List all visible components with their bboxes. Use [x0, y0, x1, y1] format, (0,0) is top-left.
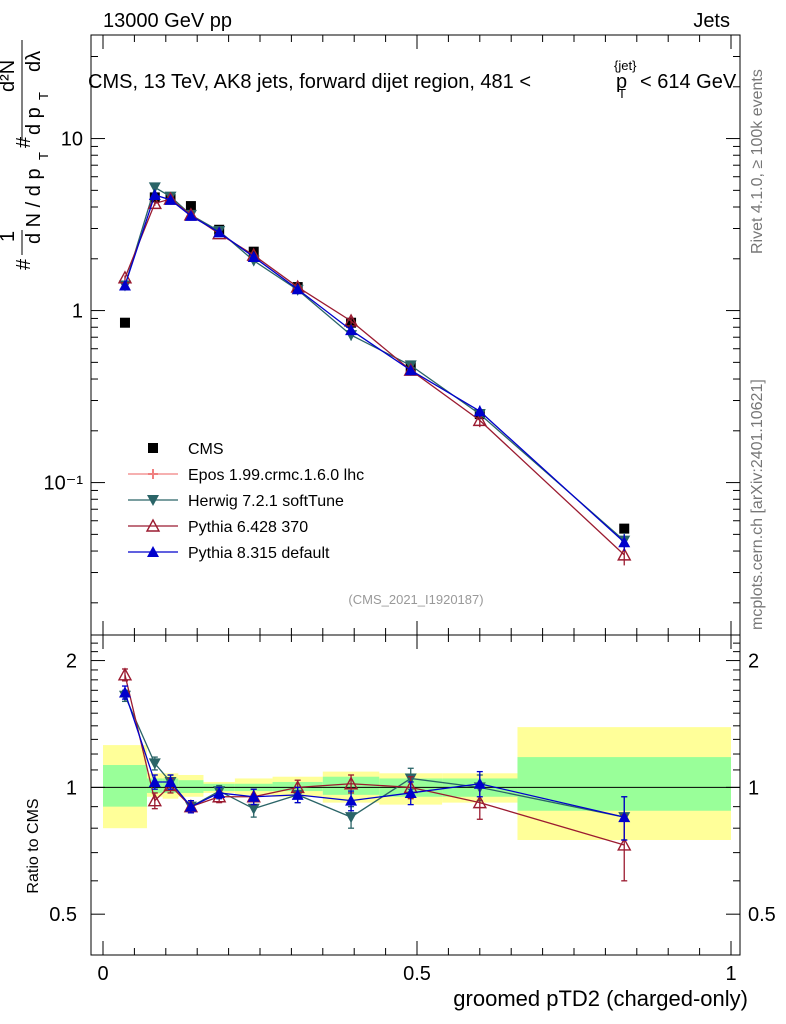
- title-pt-sub: T: [618, 86, 626, 101]
- y-main-tick-label: 10⁻¹: [44, 473, 84, 495]
- data-series: [117, 182, 632, 882]
- band-inner: [103, 765, 147, 807]
- point-ratio: [184, 800, 197, 812]
- point-ratio: [345, 794, 358, 806]
- svg-text:d²N: d²N: [0, 60, 19, 92]
- point-ratio: [291, 788, 304, 800]
- point-ratio: [343, 776, 359, 790]
- point-main: [345, 324, 358, 336]
- y-axis-label-ratio: Ratio to CMS: [25, 798, 42, 893]
- legend-entry-pythia-8-315-default: Pythia 8.315 default: [128, 545, 330, 562]
- y-ratio-tick-label-right: 2: [748, 651, 759, 673]
- point-main: [617, 547, 632, 561]
- point-ratio: [164, 775, 177, 787]
- legend-marker: [148, 443, 158, 453]
- title-pt-sup: {jet}: [614, 58, 637, 73]
- point-ratio: [345, 812, 358, 824]
- series-pythia-8-315-default: [118, 188, 631, 841]
- side-rivet-label: Rivet 4.1.0, ≥ 100k events: [749, 69, 766, 254]
- point-ratio: [247, 790, 260, 802]
- svg-text:#: #: [13, 258, 35, 270]
- legend-label: Herwig 7.2.1 softTune: [188, 493, 344, 510]
- legend-label: CMS: [188, 441, 224, 458]
- legend-marker: [148, 469, 158, 479]
- point-main: [404, 364, 417, 376]
- point-ratio: [473, 777, 486, 789]
- y-ratio-tick-label-right: 0.5: [748, 904, 776, 926]
- point-main: [148, 182, 161, 194]
- x-tick-label: 0: [97, 963, 108, 985]
- legend-label: Epos 1.99.crmc.1.6.0 lhc: [188, 467, 364, 484]
- legend-entry-cms: CMS: [148, 441, 224, 458]
- point-ratio: [404, 786, 417, 798]
- legend-entry-herwig-7-2-1-softtune: Herwig 7.2.1 softTune: [128, 493, 344, 510]
- plot-title: CMS, 13 TeV, AK8 jets, forward dijet reg…: [88, 58, 737, 101]
- svg-text:d p: d p: [23, 107, 45, 135]
- point-ratio: [148, 775, 161, 787]
- point-ratio: [147, 793, 162, 807]
- ratio-panel-frame: [90, 634, 741, 956]
- x-tick-label: 1: [725, 963, 736, 985]
- legend-marker: [147, 495, 159, 506]
- x-tick-label: 0.5: [403, 963, 431, 985]
- legend-entry-pythia-6-428-370: Pythia 6.428 370: [128, 518, 308, 536]
- point-ratio: [247, 803, 260, 815]
- title-end: < 614 GeV: [640, 71, 737, 93]
- legend: CMS Epos 1.99.crmc.1.6.0 lhc Herwig 7.2.1 …: [128, 441, 364, 562]
- point-ratio: [472, 795, 487, 809]
- point-ratio: [118, 686, 131, 698]
- uncertainty-bands: [103, 727, 731, 841]
- point-main: [473, 405, 486, 417]
- point-main: [164, 193, 177, 205]
- y-axis-label-main: # 1 d N / d p T # d²N d p T dλ: [0, 40, 51, 270]
- y-ratio-tick-label-right: 1: [748, 777, 759, 799]
- y-ratio-tick-label: 0.5: [49, 904, 77, 926]
- point-main: [618, 536, 631, 548]
- svg-text:dλ: dλ: [23, 51, 45, 72]
- y-ratio-tick-label: 1: [66, 777, 77, 799]
- series-line-main: [124, 194, 625, 543]
- point-ratio: [148, 758, 161, 770]
- point-main: [184, 209, 197, 221]
- band-inner: [178, 780, 204, 793]
- legend-entry-epos-1-99-crmc-1-6-0-lhc: Epos 1.99.crmc.1.6.0 lhc: [128, 467, 364, 484]
- y-main-tick-label: 1: [72, 301, 83, 323]
- y-main-tick-label: 10: [61, 129, 83, 151]
- point-main: [291, 283, 304, 295]
- side-mcplots-label: mcplots.cern.ch [arXiv:2401.10621]: [749, 379, 766, 630]
- point-main: [148, 188, 161, 200]
- legend-label: Pythia 8.315 default: [188, 545, 330, 562]
- series-line-main: [124, 186, 625, 542]
- legend-label: Pythia 6.428 370: [188, 519, 308, 536]
- point-main: [119, 317, 130, 328]
- point-main: [118, 279, 131, 291]
- point-main: [213, 226, 226, 238]
- svg-text:T: T: [36, 152, 51, 160]
- axes-and-ticks: 0 0.5 1 10⁻¹ 1 10 0.5 0.5 1 1 2 2: [44, 34, 776, 985]
- point-ratio: [213, 786, 226, 798]
- legend-marker: [145, 518, 161, 532]
- point-ratio: [618, 811, 631, 823]
- point-main: [185, 201, 196, 212]
- y-ratio-tick-label: 2: [66, 651, 77, 673]
- x-axis-label: groomed pTD2 (charged-only): [453, 986, 748, 1011]
- point-main: [619, 523, 630, 534]
- header-right: Jets: [693, 10, 730, 32]
- analysis-id: (CMS_2021_I1920187): [348, 592, 483, 607]
- title-pt-symbol: p: [616, 71, 627, 93]
- point-main: [247, 250, 260, 262]
- svg-text:d N / d p: d N / d p: [23, 168, 45, 244]
- point-ratio: [617, 837, 632, 851]
- point-main: [472, 412, 487, 427]
- title-main: CMS, 13 TeV, AK8 jets, forward dijet reg…: [88, 71, 531, 93]
- header-left: 13000 GeV pp: [103, 10, 232, 32]
- svg-text:T: T: [36, 92, 51, 100]
- legend-marker: [147, 546, 159, 557]
- svg-text:1: 1: [0, 231, 19, 242]
- point-ratio: [117, 667, 133, 681]
- svg-text:#: #: [13, 136, 35, 148]
